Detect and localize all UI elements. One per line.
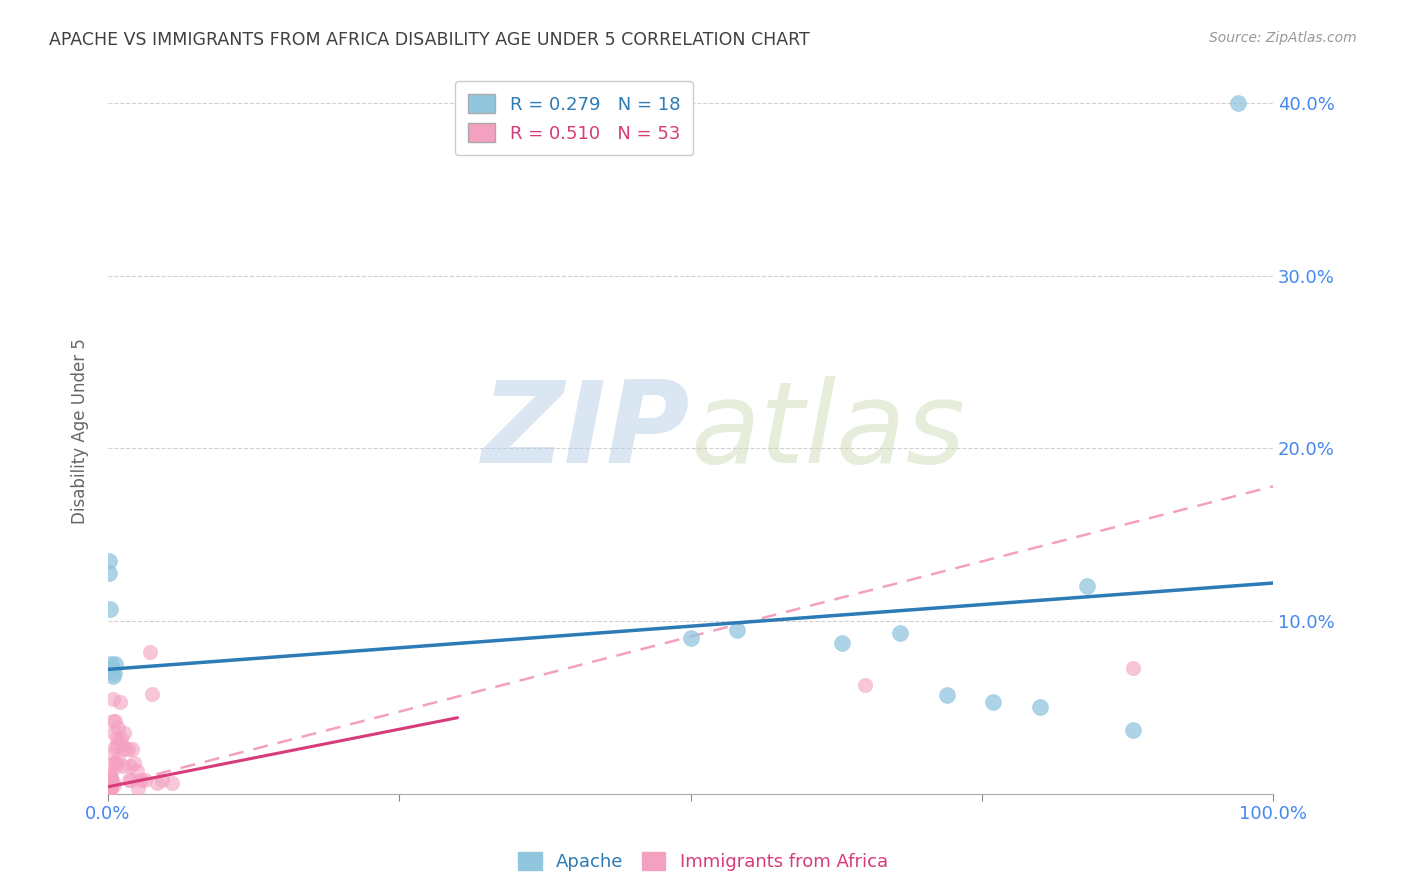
Point — [111, 739, 134, 753]
Point — [98, 774, 121, 789]
Point — [112, 759, 135, 773]
Point — [98, 778, 121, 792]
Point — [100, 778, 122, 792]
Text: Source: ZipAtlas.com: Source: ZipAtlas.com — [1209, 31, 1357, 45]
Point — [105, 759, 128, 773]
Point — [107, 721, 129, 735]
Point — [103, 665, 125, 680]
Point — [889, 626, 911, 640]
Point — [103, 726, 125, 740]
Legend: Apache, Immigrants from Africa: Apache, Immigrants from Africa — [512, 845, 894, 879]
Point — [853, 678, 876, 692]
Point — [110, 731, 132, 746]
Point — [101, 691, 124, 706]
Point — [98, 553, 121, 567]
Point — [1029, 700, 1052, 714]
Point — [98, 767, 121, 781]
Point — [1122, 660, 1144, 674]
Point — [160, 776, 183, 790]
Point — [1122, 723, 1144, 737]
Point — [679, 632, 702, 646]
Point — [831, 636, 853, 650]
Legend: R = 0.279   N = 18, R = 0.510   N = 53: R = 0.279 N = 18, R = 0.510 N = 53 — [456, 81, 693, 155]
Point — [101, 669, 124, 683]
Point — [725, 623, 748, 637]
Point — [983, 695, 1005, 709]
Point — [122, 756, 145, 770]
Point — [101, 714, 124, 728]
Point — [105, 739, 128, 753]
Point — [108, 695, 131, 709]
Point — [127, 764, 149, 779]
Point — [98, 776, 121, 790]
Point — [100, 781, 122, 796]
Point — [121, 741, 143, 756]
Point — [935, 688, 957, 702]
Point — [103, 756, 125, 770]
Text: APACHE VS IMMIGRANTS FROM AFRICA DISABILITY AGE UNDER 5 CORRELATION CHART: APACHE VS IMMIGRANTS FROM AFRICA DISABIL… — [49, 31, 810, 49]
Point — [105, 731, 128, 746]
Point — [134, 772, 156, 787]
Point — [107, 752, 129, 766]
Point — [98, 566, 121, 580]
Point — [1076, 579, 1098, 593]
Point — [120, 759, 142, 773]
Point — [101, 747, 124, 761]
Point — [104, 714, 127, 728]
Point — [117, 741, 139, 756]
Point — [118, 772, 141, 787]
Point — [146, 776, 169, 790]
Point — [100, 769, 122, 783]
Point — [98, 780, 121, 794]
Point — [114, 741, 136, 756]
Point — [100, 657, 122, 672]
Point — [98, 781, 121, 796]
Point — [100, 776, 122, 790]
Point — [127, 781, 149, 796]
Point — [100, 662, 122, 676]
Point — [141, 687, 163, 701]
Point — [103, 778, 125, 792]
Text: ZIP: ZIP — [482, 376, 690, 487]
Point — [104, 740, 127, 755]
Point — [150, 772, 173, 787]
Point — [1227, 96, 1250, 111]
Point — [105, 756, 128, 770]
Point — [120, 772, 142, 787]
Point — [98, 602, 121, 616]
Point — [98, 772, 121, 787]
Text: atlas: atlas — [690, 376, 966, 487]
Point — [98, 783, 121, 797]
Point — [100, 772, 122, 787]
Point — [101, 774, 124, 789]
Point — [98, 774, 121, 789]
Point — [129, 772, 152, 787]
Point — [112, 726, 135, 740]
Point — [104, 657, 127, 672]
Point — [98, 769, 121, 783]
Point — [139, 645, 162, 659]
Y-axis label: Disability Age Under 5: Disability Age Under 5 — [72, 338, 89, 524]
